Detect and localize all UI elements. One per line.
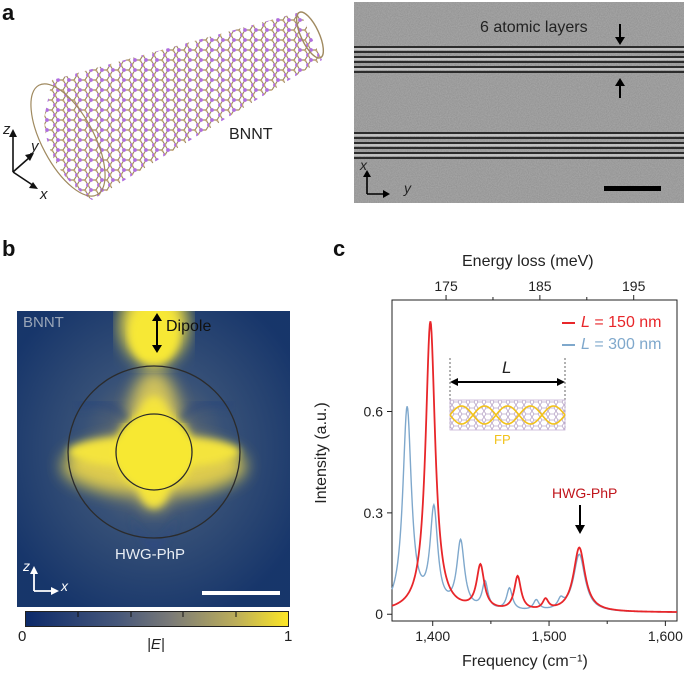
panel-b-letter: b — [2, 236, 16, 261]
field-map — [17, 311, 290, 607]
panel-a-letter: a — [2, 0, 15, 25]
top-tick-label: 175 — [434, 278, 458, 294]
top-axis-title: Energy loss (meV) — [462, 253, 594, 270]
colorbar-min: 0 — [18, 628, 27, 645]
panel-c-letter: c — [333, 236, 346, 261]
legend-red: L = 150 nm — [581, 314, 662, 332]
legend-red-var: L — [581, 314, 590, 331]
spectrum-chart: 1,400 1,500 1,600 175 185 195 0 0.3 0.6 — [364, 278, 684, 644]
y-axis-title: Intensity (a.u.) — [313, 402, 330, 504]
peak-arrow — [575, 505, 585, 534]
map-scale-bar — [202, 591, 280, 595]
layer-arrows — [615, 24, 625, 98]
axis-y-label: y — [31, 138, 39, 155]
y-tick-label: 0 — [375, 606, 383, 622]
axis-x-label: x — [40, 186, 48, 203]
dipole-label: Dipole — [166, 318, 212, 335]
scale-bar — [604, 186, 661, 191]
colorbar — [25, 611, 289, 627]
tem-axis-y: y — [404, 180, 411, 196]
top-tick-label: 185 — [528, 278, 552, 294]
colorbar-max: 1 — [284, 628, 293, 645]
map-axes — [30, 566, 59, 595]
hwg-map-label: HWG-PhP — [115, 546, 186, 563]
bnnt-label: BNNT — [229, 126, 273, 143]
map-axis-x: x — [61, 578, 68, 594]
legend-red-text: = 150 nm — [589, 314, 662, 331]
bottom-axis-title: Frequency (cm⁻¹) — [462, 653, 588, 670]
map-axis-z: z — [23, 558, 30, 574]
tem-axis-x: x — [360, 157, 367, 173]
x-tick-label: 1,400 — [415, 628, 450, 644]
legend-blue: L = 300 nm — [581, 336, 662, 354]
legend — [562, 322, 575, 346]
x-tick-label: 1,500 — [532, 628, 567, 644]
fp-inset — [449, 358, 566, 431]
lower-layers — [354, 132, 684, 159]
colorbar-label: |E| — [147, 636, 165, 653]
y-tick-label: 0.3 — [364, 505, 384, 521]
panel-a-axes — [9, 129, 38, 189]
dipole-arrow — [152, 313, 162, 353]
top-tick-label: 195 — [622, 278, 646, 294]
inset-length-label: L — [502, 358, 512, 377]
bnnt-illustration — [30, 11, 325, 200]
peak-annotation: HWG-PhP — [552, 485, 618, 501]
tem-image — [354, 2, 684, 203]
upper-layers — [354, 46, 684, 73]
x-tick-label: 1,600 — [648, 628, 683, 644]
tem-axes — [363, 170, 390, 198]
axis-z-label: z — [3, 121, 11, 138]
inset-fp-label: FP — [494, 432, 511, 447]
series-line-150nm — [391, 321, 677, 613]
legend-blue-text: = 300 nm — [589, 336, 662, 353]
y-tick-label: 0.6 — [364, 404, 384, 420]
legend-blue-var: L — [581, 336, 590, 353]
map-bnnt-label: BNNT — [23, 314, 64, 331]
layers-annotation: 6 atomic layers — [480, 19, 588, 36]
